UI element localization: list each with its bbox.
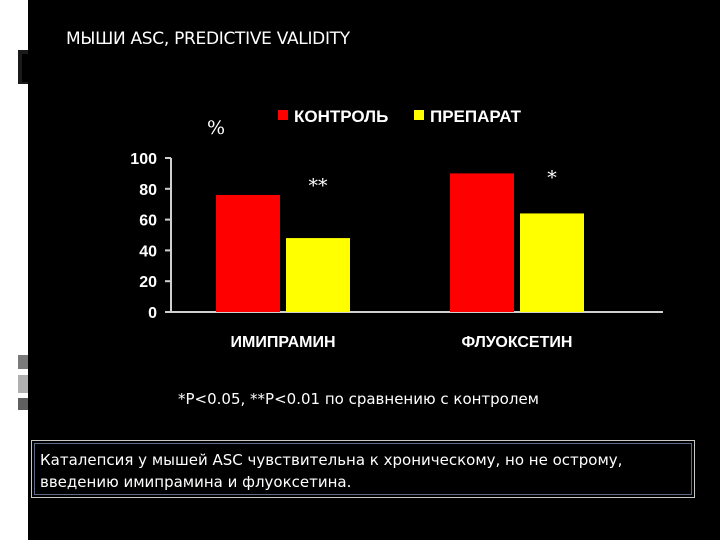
left-border-strip bbox=[0, 0, 28, 540]
bar bbox=[450, 173, 514, 312]
significance-marker: * bbox=[547, 167, 557, 189]
y-tick-label: 60 bbox=[139, 213, 157, 230]
y-tick-label: 100 bbox=[130, 151, 157, 168]
x-category-label: ФЛУОКСЕТИН bbox=[462, 334, 573, 351]
legend-label: ПРЕПАРАТ bbox=[430, 107, 522, 126]
decor-block-top-inner bbox=[22, 54, 28, 82]
legend-label: КОНТРОЛЬ bbox=[294, 107, 388, 126]
bar bbox=[216, 194, 280, 312]
decor-block-mid-3 bbox=[18, 398, 28, 410]
legend-swatch bbox=[414, 110, 424, 120]
y-axis-label: % bbox=[207, 117, 225, 139]
conclusion-box: Каталепсия у мышей ASC чувствительна к х… bbox=[31, 440, 695, 498]
conclusion-text: Каталепсия у мышей ASC чувствительна к х… bbox=[40, 451, 623, 491]
bar bbox=[286, 238, 350, 312]
y-tick-label: 80 bbox=[139, 182, 157, 199]
decor-block-mid-2 bbox=[18, 375, 28, 393]
y-tick-label: 0 bbox=[148, 305, 157, 322]
bar bbox=[520, 213, 584, 312]
x-category-label: ИМИПРАМИН bbox=[230, 334, 335, 351]
y-tick-label: 40 bbox=[139, 243, 157, 260]
decor-block-mid-1 bbox=[18, 355, 28, 369]
legend-swatch bbox=[278, 110, 288, 120]
significance-marker: ** bbox=[309, 175, 329, 197]
slide-title: МЫШИ ASC, PREDICTIVE VALIDITY bbox=[66, 29, 350, 49]
significance-footnote: *P<0.05, **P<0.01 по сравнению с контрол… bbox=[178, 390, 539, 408]
y-tick-label: 20 bbox=[139, 274, 157, 291]
